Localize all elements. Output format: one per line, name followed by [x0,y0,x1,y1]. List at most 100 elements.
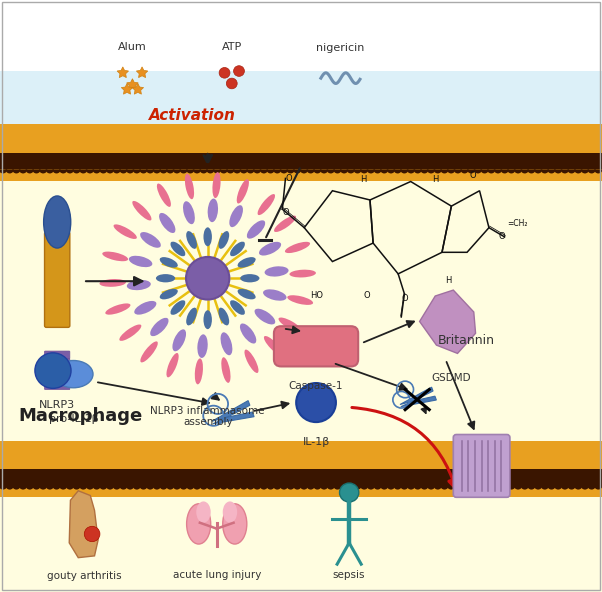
Wedge shape [380,156,388,160]
Wedge shape [259,471,268,475]
Wedge shape [480,156,489,160]
Wedge shape [106,169,114,173]
FancyBboxPatch shape [45,366,70,374]
Wedge shape [293,169,302,173]
Wedge shape [132,156,141,160]
Wedge shape [440,485,448,490]
Text: Macrophage: Macrophage [18,407,142,424]
Ellipse shape [255,308,275,324]
Wedge shape [220,156,228,160]
Wedge shape [474,471,482,475]
Wedge shape [313,485,321,490]
Wedge shape [166,485,175,490]
Wedge shape [119,169,128,173]
Ellipse shape [213,172,220,198]
Wedge shape [0,156,7,160]
FancyBboxPatch shape [453,435,510,497]
FancyBboxPatch shape [45,232,70,327]
Circle shape [234,66,244,76]
Text: Britannin: Britannin [438,334,495,348]
Wedge shape [160,471,168,475]
Wedge shape [132,485,141,490]
Wedge shape [480,471,489,475]
Wedge shape [320,156,328,160]
Wedge shape [320,471,328,475]
Wedge shape [126,471,134,475]
Wedge shape [373,156,382,160]
Wedge shape [394,156,402,160]
Wedge shape [213,471,222,475]
Text: NLRP3: NLRP3 [39,400,75,410]
FancyArrowPatch shape [352,407,458,488]
Wedge shape [293,485,302,490]
Wedge shape [400,471,409,475]
Wedge shape [554,156,562,160]
Ellipse shape [265,266,288,276]
Wedge shape [33,169,41,173]
Ellipse shape [263,289,287,301]
Polygon shape [117,67,129,78]
Wedge shape [106,156,114,160]
Ellipse shape [167,353,179,377]
Wedge shape [253,156,261,160]
Wedge shape [12,471,20,475]
Wedge shape [253,169,261,173]
Polygon shape [136,67,148,78]
Wedge shape [160,156,168,160]
Wedge shape [39,156,48,160]
Wedge shape [334,485,342,490]
Wedge shape [567,485,576,490]
Wedge shape [581,169,589,173]
Wedge shape [454,169,462,173]
Wedge shape [360,156,368,160]
Ellipse shape [264,336,283,356]
Wedge shape [326,485,335,490]
Ellipse shape [186,231,197,249]
Wedge shape [206,471,214,475]
Wedge shape [433,169,442,173]
Wedge shape [427,169,435,173]
Wedge shape [139,169,147,173]
Wedge shape [186,471,194,475]
Wedge shape [407,485,415,490]
Wedge shape [594,471,602,475]
Wedge shape [347,169,355,173]
Polygon shape [132,83,144,94]
Ellipse shape [259,242,281,256]
Wedge shape [52,169,61,173]
Wedge shape [259,156,268,160]
Wedge shape [19,156,27,160]
Wedge shape [72,471,81,475]
Wedge shape [25,169,34,173]
Wedge shape [541,156,549,160]
Ellipse shape [150,318,169,336]
Wedge shape [72,156,81,160]
Wedge shape [119,471,128,475]
Text: O: O [470,171,477,180]
Wedge shape [119,156,128,160]
Wedge shape [427,471,435,475]
Text: Caspase-1: Caspase-1 [289,381,343,391]
Wedge shape [581,471,589,475]
Wedge shape [5,156,14,160]
Wedge shape [380,471,388,475]
Wedge shape [186,169,194,173]
Wedge shape [113,485,121,490]
Wedge shape [427,485,435,490]
Wedge shape [99,156,108,160]
Ellipse shape [237,179,249,204]
Wedge shape [173,169,181,173]
Wedge shape [287,485,295,490]
Wedge shape [454,471,462,475]
Wedge shape [59,156,67,160]
Wedge shape [521,485,529,490]
Wedge shape [474,156,482,160]
Wedge shape [33,156,41,160]
Wedge shape [126,169,134,173]
Wedge shape [166,169,175,173]
Wedge shape [33,485,41,490]
Wedge shape [99,471,108,475]
Wedge shape [420,156,429,160]
Wedge shape [467,485,476,490]
Ellipse shape [187,504,211,544]
